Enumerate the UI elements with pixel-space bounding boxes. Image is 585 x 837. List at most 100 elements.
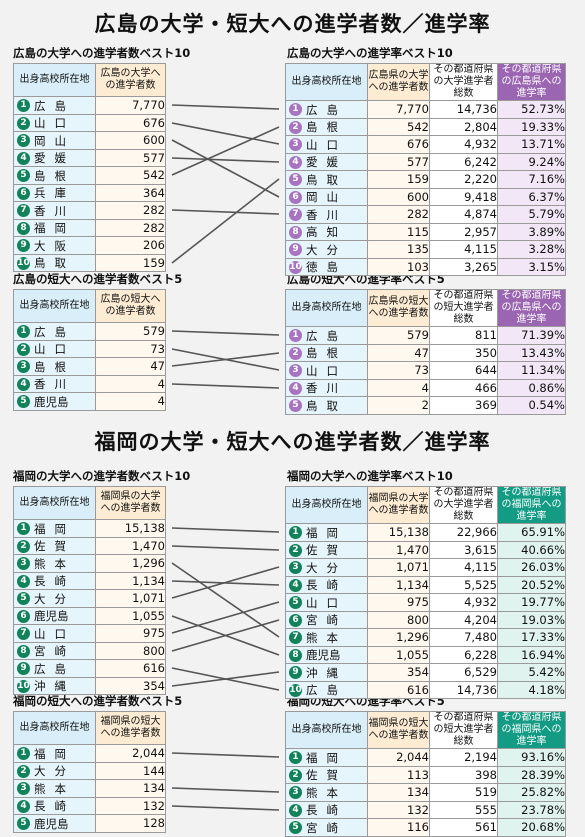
connector-line [171, 330, 280, 336]
header-location: 出身高校所在地 [13, 711, 96, 745]
count-cell: 73 [367, 361, 430, 380]
hiroshima-jc-rate-table: 出身高校所在地 広島県の短大への進学者数 その都道府県の短大進学者総数 その都道府県の… [285, 289, 566, 415]
table-row: 6 宮崎 800 4,204 19.03% [285, 610, 566, 629]
connector-line [171, 527, 280, 533]
table-row: 3 熊本 134 519 25.82% [285, 783, 566, 802]
rank-badge: 1 [17, 99, 30, 112]
rank-badge: 3 [289, 364, 302, 377]
rate-cell: 3.89% [497, 222, 566, 241]
table-row: 4 愛媛 577 [13, 148, 166, 167]
rank-badge: 6 [289, 613, 302, 627]
header-count: 福岡県の大学への進学者数 [95, 486, 166, 520]
rank-badge: 8 [17, 221, 30, 235]
prefecture-name: 山口 [34, 342, 75, 356]
prefecture-name: 山口 [34, 626, 75, 641]
rate-cell: 11.34% [497, 361, 566, 380]
prefecture-name: 宮崎 [306, 613, 347, 627]
table-row: 3 島根 47 [13, 357, 166, 376]
header-row: 出身高校所在地 福岡県の短大への進学者数 [13, 711, 166, 745]
rank-badge: 10 [17, 256, 30, 270]
total-cell: 398 [429, 765, 498, 784]
total-cell: 4,115 [429, 558, 498, 577]
location-cell: 3 熊本 [13, 779, 96, 798]
rank-badge: 7 [289, 631, 302, 644]
rank-badge: 10 [289, 260, 302, 274]
rank-badge: 2 [289, 346, 302, 360]
rank-badge: 8 [17, 644, 30, 658]
header-count: 福岡県の大学への進学者数 [367, 486, 430, 524]
count-cell: 542 [367, 117, 430, 136]
rank-badge: 5 [289, 821, 302, 834]
prefecture-name: 広島 [34, 324, 75, 339]
prefecture-name: 広島 [306, 683, 347, 697]
table-row: 3 熊本 134 [13, 779, 166, 798]
location-cell: 9 大分 [285, 240, 368, 259]
count-cell: 542 [95, 166, 166, 185]
table-row: 2 島根 47 350 13.43% [285, 343, 566, 362]
header-rate: その都道府県の福岡県への進学率 [497, 711, 566, 749]
count-cell: 206 [95, 236, 166, 255]
location-cell: 10 広島 [285, 680, 368, 699]
location-cell: 5 鹿児島 [13, 814, 96, 833]
header-location: 出身高校所在地 [285, 486, 368, 524]
header-rate: その都道府県の福岡県への進学率 [497, 486, 566, 524]
table-row: 4 長崎 1,134 5,525 20.52% [285, 575, 566, 594]
header-count: 福岡県の短大への進学者数 [95, 711, 166, 745]
table-row: 1 広島 7,770 [13, 96, 166, 115]
fukuoka-univ-rate-table: 出身高校所在地 福岡県の大学への進学者数 その都道府県の大学進学者総数 その都道府県の… [285, 486, 566, 699]
prefecture-name: 大阪 [34, 238, 75, 253]
table-row: 1 福岡 2,044 [13, 744, 166, 763]
rank-badge: 2 [289, 120, 302, 134]
rank-badge: 5 [289, 596, 302, 609]
location-cell: 5 山口 [285, 593, 368, 612]
connector-line [171, 619, 280, 652]
count-cell: 135 [367, 240, 430, 259]
connector-line [171, 126, 280, 176]
prefecture-name: 島根 [306, 346, 347, 360]
count-cell: 115 [367, 222, 430, 241]
location-cell: 2 佐賀 [13, 536, 96, 555]
header-count: 福岡県の短大への進学者数 [367, 711, 430, 749]
table-row: 3 山口 73 644 11.34% [285, 361, 566, 380]
count-cell: 1,055 [367, 645, 430, 664]
table-row: 9 大分 135 4,115 3.28% [285, 240, 566, 259]
rate-cell: 0.54% [497, 396, 566, 415]
location-cell: 5 島根 [13, 166, 96, 185]
connector-line [171, 178, 280, 264]
header-location: 出身高校所在地 [285, 63, 368, 101]
count-cell: 975 [367, 593, 430, 612]
location-cell: 8 福岡 [13, 218, 96, 237]
count-cell: 1,470 [95, 536, 166, 555]
total-cell: 14,736 [429, 100, 498, 119]
table-row: 3 大分 1,071 4,115 26.03% [285, 558, 566, 577]
rank-badge: 4 [289, 578, 302, 592]
prefecture-name: 長崎 [306, 578, 347, 592]
prefecture-name: 福岡 [34, 521, 75, 536]
header-count: 広島県の大学への進学者数 [367, 63, 430, 101]
connector-line [171, 104, 280, 110]
location-cell: 6 鹿児島 [13, 606, 96, 625]
prefecture-name: 広島 [306, 328, 347, 343]
prefecture-name: 長崎 [306, 803, 347, 817]
rank-badge: 2 [17, 342, 30, 356]
rank-badge: 4 [17, 574, 30, 588]
prefecture-name: 広島 [306, 102, 347, 117]
rate-cell: 19.33% [497, 117, 566, 136]
fukuoka-page-title: 福岡の大学・短大への進学者数／進学率 [94, 430, 491, 454]
table-row: 8 鹿児島 1,055 6,228 16.94% [285, 645, 566, 664]
rank-badge: 6 [17, 186, 30, 200]
connector-line [171, 566, 280, 599]
total-cell: 350 [429, 343, 498, 362]
rank-badge: 1 [17, 747, 30, 760]
table-row: 4 香川 4 466 0.86% [285, 378, 566, 397]
rank-badge: 6 [289, 190, 302, 204]
table-row: 2 佐賀 1,470 [13, 536, 166, 555]
prefecture-name: 鳥取 [34, 256, 75, 270]
fukuoka-univ-rate-title: 福岡の大学への進学率ベスト10 [287, 469, 453, 483]
connector-line [171, 545, 280, 551]
rate-cell: 5.79% [497, 205, 566, 224]
table-row: 9 広島 616 [13, 659, 166, 678]
rank-badge: 1 [289, 526, 302, 539]
prefecture-name: 宮崎 [306, 820, 347, 835]
connector-line [171, 352, 280, 367]
